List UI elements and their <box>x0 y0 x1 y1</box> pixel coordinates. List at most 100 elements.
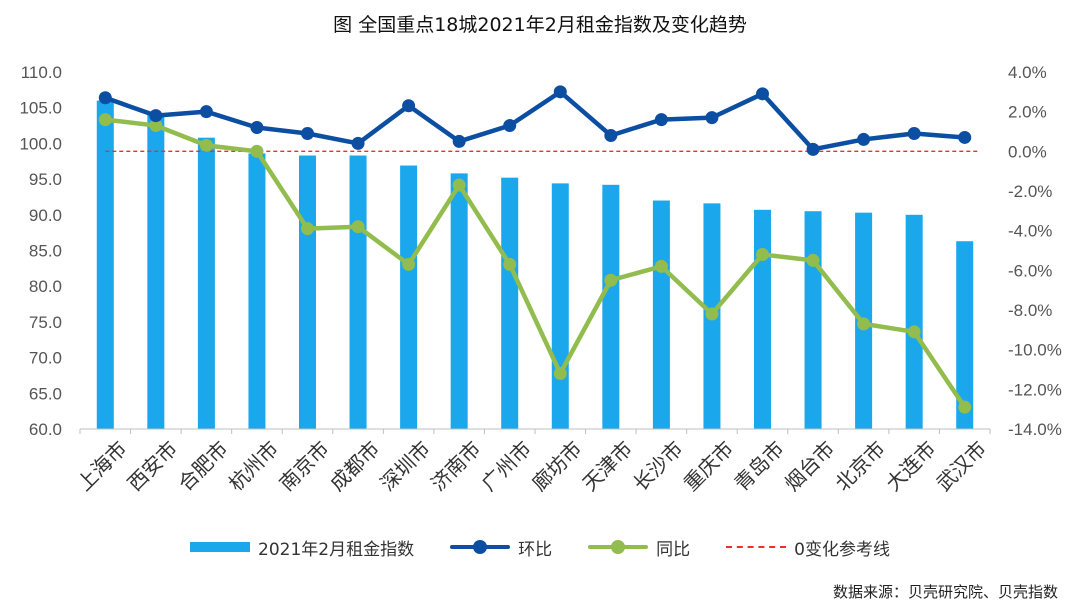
x-tick-label: 上海市 <box>72 436 131 495</box>
yoy-line <box>105 117 967 409</box>
yoy-point-深圳市 <box>402 257 416 271</box>
left-y-tick-label: 65.0 <box>29 384 62 403</box>
mom-line <box>104 89 965 152</box>
x-tick-label: 合肥市 <box>173 436 232 495</box>
right-y-tick-label: -6.0% <box>1008 261 1052 280</box>
mom-point-烟台市 <box>806 142 820 156</box>
legend-item-reference: 0变化参考线 <box>726 535 890 560</box>
right-y-tick-label: -14.0% <box>1008 420 1062 439</box>
x-tick-label: 烟台市 <box>780 436 839 495</box>
yoy-point-长沙市 <box>654 259 668 273</box>
legend-label-yoy: 同比 <box>656 539 691 560</box>
mom-point-大连市 <box>907 126 921 140</box>
left-y-tick-label: 95.0 <box>29 170 62 189</box>
right-y-axis: -14.0% -12.0% -10.0% -8.0% -6.0% -4.0% -2.0% 0.… <box>1008 63 1062 439</box>
left-y-tick-label: 90.0 <box>29 206 62 225</box>
x-tick-label: 重庆市 <box>679 436 738 495</box>
bar-series-rent-index <box>96 100 974 430</box>
mom-point-天津市 <box>604 128 618 142</box>
x-tick-label: 深圳市 <box>375 436 434 495</box>
right-y-tick-label: 4.0% <box>1008 63 1047 82</box>
bar-西安市 <box>147 114 165 429</box>
legend-label-reference: 0变化参考线 <box>794 539 890 560</box>
x-tick-label: 济南市 <box>426 436 485 495</box>
left-y-tick-label: 110.0 <box>21 63 62 82</box>
yoy-point-青岛市 <box>756 247 769 261</box>
legend-label-rent-index: 2021年2月租金指数 <box>258 539 415 560</box>
yoy-point-南京市 <box>301 222 314 236</box>
mom-point-廊坊市 <box>553 85 567 99</box>
yoy-point-大连市 <box>907 325 921 339</box>
x-tick-label: 杭州市 <box>224 436 283 495</box>
left-y-tick-label: 100.0 <box>19 134 62 153</box>
yoy-point-成都市 <box>351 220 365 234</box>
yoy-point-西安市 <box>149 119 163 133</box>
right-y-tick-label: -12.0% <box>1008 380 1062 399</box>
yoy-point-烟台市 <box>806 253 820 267</box>
mom-point-济南市 <box>452 134 466 148</box>
x-tick-label: 西安市 <box>123 436 182 495</box>
right-y-tick-label: -2.0% <box>1008 182 1052 201</box>
legend-label-mom: 环比 <box>518 539 553 560</box>
bar-成都市 <box>349 155 367 429</box>
mom-point-深圳市 <box>402 99 416 113</box>
chart-legend: 2021年2月租金指数 环比 同比 0变化参考线 <box>0 532 1080 562</box>
right-y-tick-label: -4.0% <box>1008 222 1052 241</box>
mom-point-杭州市 <box>250 121 264 135</box>
bar-天津市 <box>602 184 620 429</box>
x-axis: 上海市西安市合肥市杭州市南京市成都市深圳市济南市广州市廊坊市天津市长沙市重庆市青… <box>72 428 991 496</box>
mom-point-西安市 <box>149 109 163 123</box>
yoy-point-武汉市 <box>958 400 972 414</box>
legend-swatch-yoy <box>588 540 649 554</box>
yoy-point-广州市 <box>503 257 517 271</box>
mom-point-长沙市 <box>654 113 668 127</box>
left-y-tick-label: 105.0 <box>19 99 62 118</box>
left-y-tick-label: 60.0 <box>29 420 62 439</box>
yoy-point-天津市 <box>604 273 618 287</box>
x-tick-label: 北京市 <box>830 436 889 495</box>
bar-杭州市 <box>248 153 266 429</box>
bar-广州市 <box>501 177 519 429</box>
mom-point-上海市 <box>98 91 112 105</box>
x-tick-label: 广州市 <box>477 436 536 495</box>
mom-point-成都市 <box>351 136 365 150</box>
legend-swatch-reference <box>726 546 787 548</box>
x-tick-label: 大连市 <box>881 436 940 495</box>
bar-青岛市 <box>754 209 771 429</box>
right-y-tick-label: 0.0% <box>1008 142 1047 161</box>
left-y-tick-label: 70.0 <box>29 349 62 368</box>
x-tick-label: 长沙市 <box>628 436 687 495</box>
chart-title: 图 全国重点18城2021年2月租金指数及变化趋势 <box>333 14 747 36</box>
line-series-mom <box>98 85 972 156</box>
bar-深圳市 <box>400 165 418 429</box>
mom-point-合肥市 <box>199 105 213 119</box>
yoy-point-上海市 <box>98 113 112 127</box>
mom-point-北京市 <box>857 132 871 146</box>
yoy-point-廊坊市 <box>553 366 567 380</box>
x-tick-label: 成都市 <box>325 436 384 495</box>
left-y-tick-label: 85.0 <box>29 242 62 261</box>
x-tick-label: 青岛市 <box>729 436 788 495</box>
yoy-point-合肥市 <box>199 138 213 152</box>
yoy-point-重庆市 <box>705 307 719 321</box>
legend-swatch-bar <box>190 542 251 552</box>
yoy-point-济南市 <box>452 178 466 192</box>
mom-point-武汉市 <box>958 130 972 144</box>
bar-合肥市 <box>197 137 215 430</box>
left-y-axis: 60.0 65.0 70.0 75.0 80.0 85.0 90.0 95.0 100.0 105… <box>19 63 62 439</box>
bar-上海市 <box>96 100 114 429</box>
x-tick-label: 天津市 <box>578 436 637 495</box>
legend-item-yoy: 同比 <box>588 535 690 560</box>
left-y-tick-label: 80.0 <box>29 277 62 296</box>
right-y-tick-label: -10.0% <box>1008 341 1062 360</box>
line-series-yoy <box>98 113 972 414</box>
left-y-tick-label: 75.0 <box>29 313 62 332</box>
bar-南京市 <box>299 155 316 429</box>
yoy-point-北京市 <box>857 317 871 331</box>
bar-烟台市 <box>804 211 822 429</box>
mom-point-青岛市 <box>756 87 769 101</box>
legend-item-rent-index: 2021年2月租金指数 <box>190 535 414 560</box>
mom-point-重庆市 <box>705 111 719 125</box>
x-tick-label: 廊坊市 <box>527 436 586 495</box>
